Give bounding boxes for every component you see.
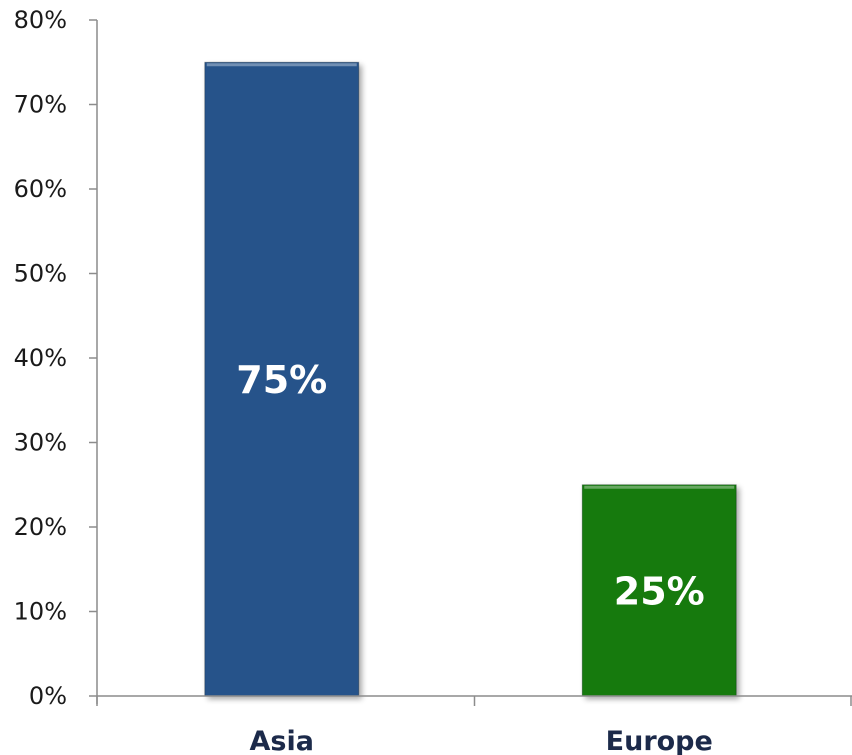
y-tick-label: 40% (14, 344, 67, 372)
x-axis: Asia Europe (97, 696, 852, 755)
y-tick-label: 30% (14, 429, 67, 457)
bars: 75% 25% (205, 62, 737, 696)
y-tick-label: 80% (14, 6, 67, 34)
y-tick-label: 50% (14, 260, 67, 288)
y-tick-label: 10% (14, 598, 67, 626)
y-tick-label: 60% (14, 175, 67, 203)
y-tick-label: 20% (14, 513, 67, 541)
data-label-asia: 75% (236, 358, 327, 402)
y-axis: 0% 10% 20% 30% 40% 50% 60% 70% 80% (14, 6, 97, 710)
data-label-europe: 25% (614, 569, 705, 613)
y-tick-label: 0% (29, 682, 67, 710)
bar-highlight-europe (584, 486, 734, 489)
x-category-label-asia: Asia (250, 726, 314, 755)
y-tick-label: 70% (14, 91, 67, 119)
x-category-label-europe: Europe (606, 726, 713, 755)
bar-highlight-asia (207, 63, 357, 66)
